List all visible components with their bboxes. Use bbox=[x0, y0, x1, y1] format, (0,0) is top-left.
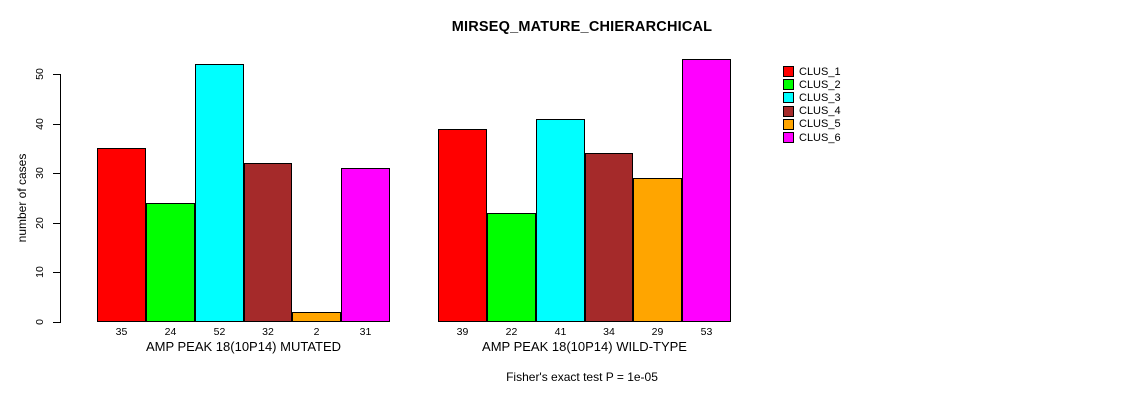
x-group-label: AMP PEAK 18(10P14) WILD-TYPE bbox=[482, 339, 687, 354]
legend-swatch bbox=[783, 92, 794, 104]
y-axis-label: number of cases bbox=[15, 153, 29, 243]
bar-value-label: 39 bbox=[456, 326, 469, 338]
legend-swatch bbox=[783, 79, 794, 91]
legend-item: CLUS_3 bbox=[783, 91, 841, 104]
legend-swatch bbox=[783, 118, 794, 130]
legend-item: CLUS_5 bbox=[783, 118, 841, 131]
legend-item: CLUS_4 bbox=[783, 105, 841, 118]
bar-clus_6-group2 bbox=[682, 59, 731, 322]
bar-value-label: 35 bbox=[115, 326, 128, 338]
legend-swatch bbox=[783, 66, 794, 78]
bar-value-label: 53 bbox=[700, 326, 713, 338]
y-tick bbox=[53, 124, 60, 125]
legend-item: CLUS_1 bbox=[783, 65, 841, 78]
y-tick bbox=[53, 173, 60, 174]
legend-label: CLUS_1 bbox=[799, 65, 841, 78]
legend-swatch bbox=[783, 132, 794, 144]
y-tick-label: 0 bbox=[34, 319, 46, 325]
bar-clus_6-group1 bbox=[341, 168, 390, 322]
y-tick-label: 10 bbox=[34, 266, 46, 278]
legend-label: CLUS_5 bbox=[799, 118, 841, 131]
bar-clus_1-group1 bbox=[97, 148, 146, 322]
legend: CLUS_1 CLUS_2 CLUS_3 CLUS_4 CLUS_5 CLUS_6 bbox=[783, 65, 841, 144]
legend-swatch bbox=[783, 105, 794, 117]
y-axis-line bbox=[60, 74, 61, 323]
bar-value-label: 2 bbox=[313, 326, 320, 338]
chart-subtitle: Fisher's exact test P = 1e-05 bbox=[506, 370, 658, 384]
legend-label: CLUS_2 bbox=[799, 78, 841, 91]
y-tick-label: 30 bbox=[34, 167, 46, 179]
bar-clus_4-group1 bbox=[244, 163, 292, 322]
bar-value-label: 32 bbox=[262, 326, 274, 338]
legend-item: CLUS_6 bbox=[783, 131, 841, 144]
bar-clus_3-group1 bbox=[195, 64, 244, 322]
y-tick-label: 40 bbox=[34, 118, 46, 130]
y-tick bbox=[53, 272, 60, 273]
legend-label: CLUS_3 bbox=[799, 91, 841, 104]
bar-clus_2-group2 bbox=[487, 213, 536, 322]
bar-clus_1-group2 bbox=[438, 129, 487, 322]
y-tick-label: 50 bbox=[34, 68, 46, 80]
bar-value-label: 29 bbox=[651, 326, 664, 338]
bar-value-label: 22 bbox=[505, 326, 518, 338]
legend-item: CLUS_2 bbox=[783, 78, 841, 91]
bar-value-label: 41 bbox=[554, 326, 567, 338]
bar-value-label: 34 bbox=[603, 326, 615, 338]
y-tick bbox=[53, 223, 60, 224]
bar-value-label: 31 bbox=[359, 326, 372, 338]
bar-value-label: 52 bbox=[213, 326, 226, 338]
y-tick bbox=[53, 322, 60, 323]
y-tick-label: 20 bbox=[34, 217, 46, 229]
legend-label: CLUS_4 bbox=[799, 105, 841, 118]
chart-title: MIRSEQ_MATURE_CHIERARCHICAL bbox=[451, 19, 713, 35]
legend-label: CLUS_6 bbox=[799, 131, 841, 144]
bar-clus_5-group2 bbox=[633, 178, 682, 322]
bar-clus_4-group2 bbox=[585, 153, 633, 322]
y-tick bbox=[53, 74, 60, 75]
bar-clus_3-group2 bbox=[536, 119, 585, 322]
bar-clus_5-group1 bbox=[292, 312, 341, 322]
x-group-label: AMP PEAK 18(10P14) MUTATED bbox=[145, 339, 342, 354]
bar-value-label: 24 bbox=[164, 326, 177, 338]
bar-clus_2-group1 bbox=[146, 203, 195, 322]
